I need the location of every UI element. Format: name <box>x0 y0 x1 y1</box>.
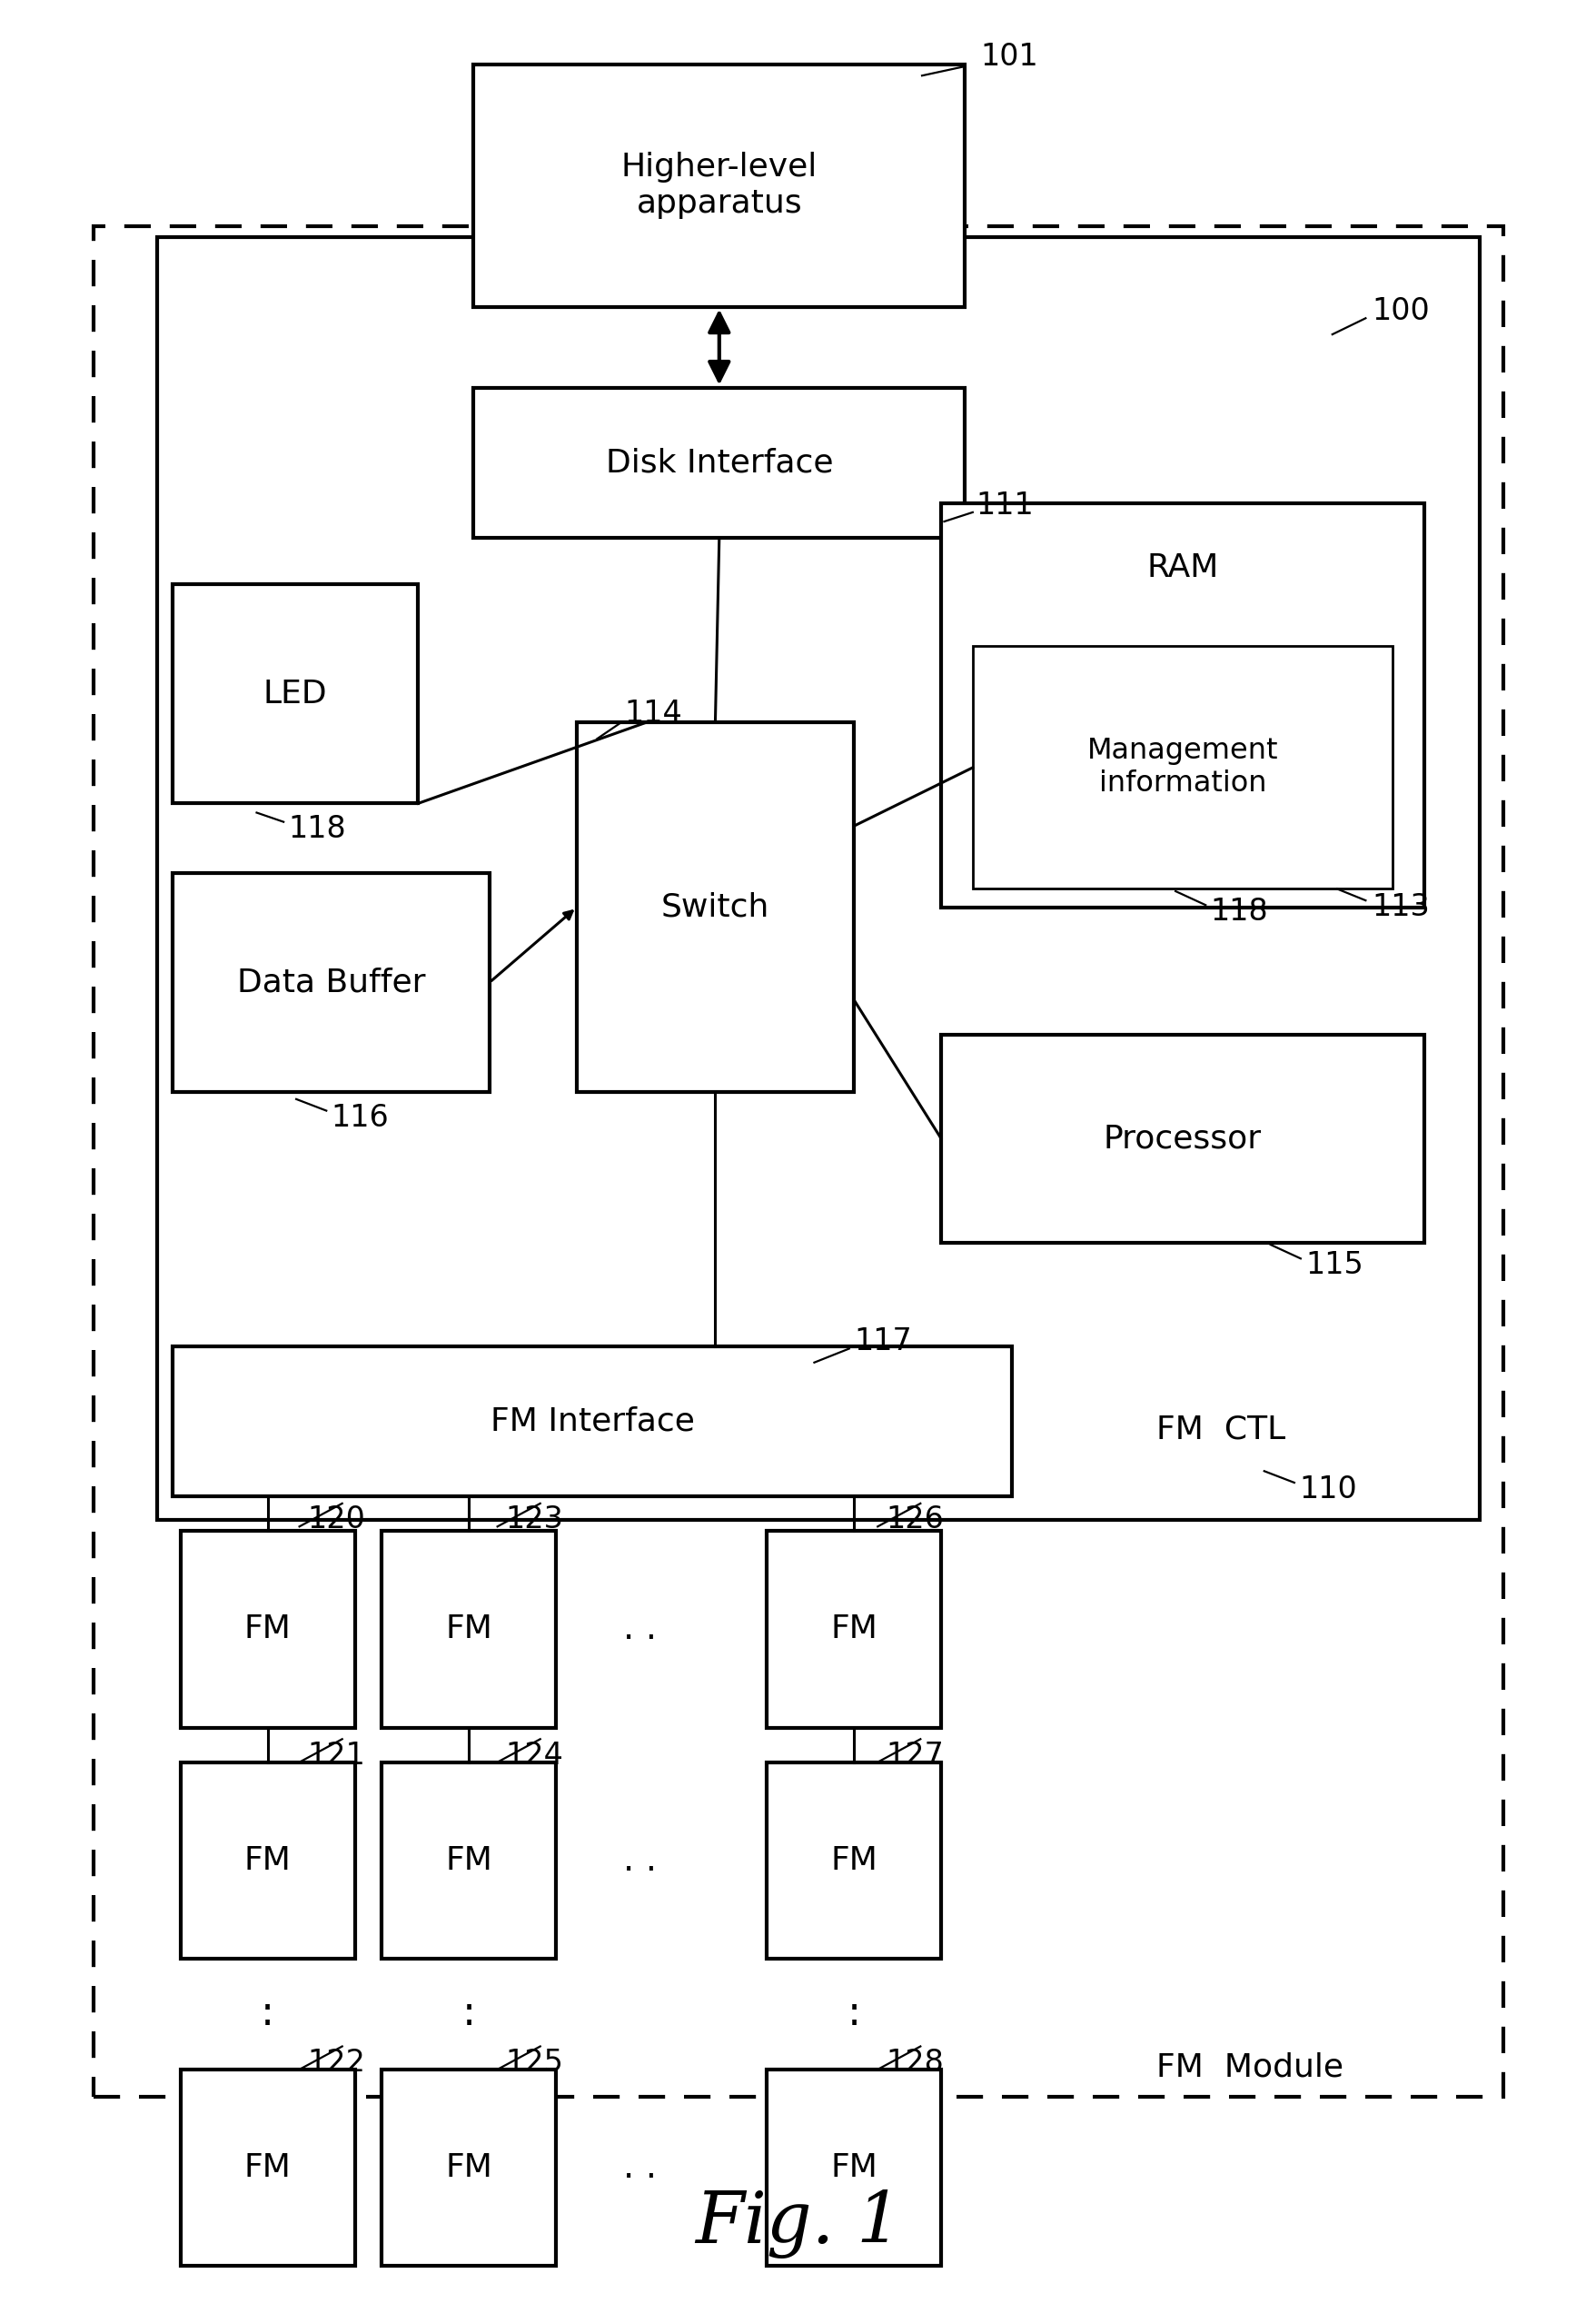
FancyBboxPatch shape <box>381 1763 555 1958</box>
Text: Fig. 1: Fig. 1 <box>694 2191 902 2258</box>
Text: FM: FM <box>445 1844 492 1877</box>
Text: 124: 124 <box>504 1740 563 1770</box>
FancyBboxPatch shape <box>576 722 854 1092</box>
FancyBboxPatch shape <box>766 2070 940 2265</box>
FancyBboxPatch shape <box>172 583 418 804</box>
FancyBboxPatch shape <box>474 65 964 307</box>
FancyBboxPatch shape <box>381 2070 555 2265</box>
Text: FM: FM <box>830 2151 876 2184</box>
FancyBboxPatch shape <box>172 1347 1012 1496</box>
Text: 116: 116 <box>330 1103 389 1134</box>
FancyBboxPatch shape <box>940 504 1424 908</box>
Text: FM  CTL: FM CTL <box>1156 1415 1285 1445</box>
Text: 125: 125 <box>504 2047 563 2077</box>
Text: FM Interface: FM Interface <box>490 1405 694 1438</box>
FancyBboxPatch shape <box>172 873 490 1092</box>
Text: 128: 128 <box>886 2047 943 2077</box>
Text: 113: 113 <box>1371 892 1428 922</box>
Text: RAM: RAM <box>1146 553 1218 583</box>
FancyBboxPatch shape <box>180 1531 354 1728</box>
Text: 120: 120 <box>306 1505 365 1536</box>
Text: Data Buffer: Data Buffer <box>236 966 425 999</box>
Text: Higher-level
apparatus: Higher-level apparatus <box>621 151 817 218</box>
FancyBboxPatch shape <box>156 237 1479 1519</box>
FancyBboxPatch shape <box>180 1763 354 1958</box>
Text: 121: 121 <box>306 1740 365 1770</box>
Text: Switch: Switch <box>661 892 769 922</box>
FancyBboxPatch shape <box>381 1531 555 1728</box>
Text: Disk Interface: Disk Interface <box>605 446 833 479</box>
FancyBboxPatch shape <box>94 225 1502 2098</box>
FancyBboxPatch shape <box>180 2070 354 2265</box>
Text: FM: FM <box>445 2151 492 2184</box>
Text: 123: 123 <box>504 1505 563 1536</box>
Text: . .: . . <box>622 2151 656 2186</box>
Text: 115: 115 <box>1304 1250 1363 1280</box>
Text: Processor: Processor <box>1103 1122 1261 1155</box>
Text: FM: FM <box>244 2151 290 2184</box>
Text: 110: 110 <box>1299 1475 1357 1505</box>
Text: LED: LED <box>263 678 327 709</box>
FancyBboxPatch shape <box>972 646 1392 890</box>
Text: FM: FM <box>244 1614 290 1645</box>
Text: 127: 127 <box>886 1740 943 1770</box>
Text: 122: 122 <box>306 2047 365 2077</box>
Text: 118: 118 <box>1210 897 1267 927</box>
Text: FM: FM <box>830 1844 876 1877</box>
Text: 100: 100 <box>1371 297 1428 325</box>
FancyBboxPatch shape <box>766 1531 940 1728</box>
Text: 111: 111 <box>975 490 1033 520</box>
Text: FM  Module: FM Module <box>1156 2051 1342 2084</box>
Text: . .: . . <box>622 1842 656 1877</box>
Text: 114: 114 <box>624 699 681 729</box>
Text: :: : <box>461 1995 476 2033</box>
Text: 126: 126 <box>886 1505 943 1536</box>
Text: :: : <box>260 1995 275 2033</box>
Text: :: : <box>846 1995 860 2033</box>
Text: FM: FM <box>244 1844 290 1877</box>
Text: . .: . . <box>622 1612 656 1647</box>
Text: FM: FM <box>830 1614 876 1645</box>
Text: 118: 118 <box>289 813 346 843</box>
FancyBboxPatch shape <box>940 1034 1424 1243</box>
Text: FM: FM <box>445 1614 492 1645</box>
FancyBboxPatch shape <box>766 1763 940 1958</box>
FancyBboxPatch shape <box>474 388 964 537</box>
Text: 101: 101 <box>980 42 1037 72</box>
Text: Management
information: Management information <box>1087 736 1277 797</box>
Text: 117: 117 <box>854 1326 911 1357</box>
